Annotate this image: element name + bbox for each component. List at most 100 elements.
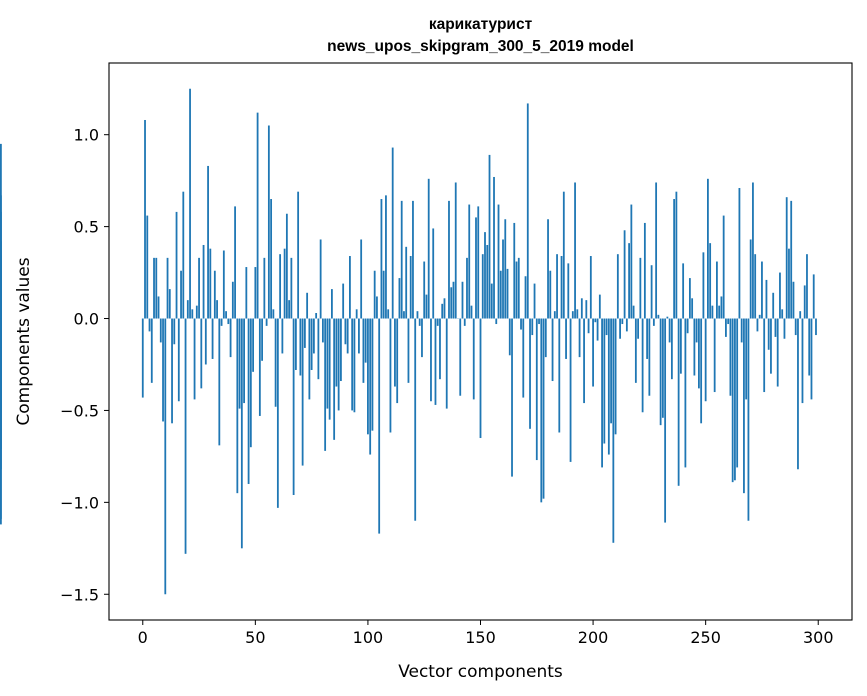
bar	[630, 204, 633, 319]
bar	[779, 272, 781, 319]
bar	[369, 318, 372, 455]
bar	[688, 278, 691, 319]
bar	[164, 318, 167, 595]
bar	[594, 318, 597, 323]
bar	[788, 248, 790, 319]
bar	[254, 267, 257, 319]
bar	[511, 318, 513, 477]
bar	[358, 318, 360, 354]
y-tick-label: −0.5	[60, 401, 99, 420]
bar	[276, 318, 279, 508]
bar	[770, 318, 772, 374]
bar	[772, 292, 775, 319]
bar	[274, 318, 277, 407]
bar	[810, 318, 813, 400]
bar	[344, 318, 347, 345]
bar	[303, 318, 306, 348]
bar	[367, 318, 369, 435]
bar	[675, 191, 678, 319]
x-tick-label: 250	[690, 628, 721, 647]
bar	[450, 287, 453, 319]
bar	[716, 261, 718, 319]
bar	[783, 318, 786, 339]
bar	[229, 318, 232, 358]
bar	[711, 305, 714, 319]
bar	[427, 178, 430, 319]
bar	[806, 254, 808, 319]
bar	[349, 256, 351, 319]
bar	[661, 318, 664, 418]
x-tick-label: 100	[353, 628, 384, 647]
bar	[668, 318, 671, 343]
bar	[396, 318, 399, 404]
bar	[236, 318, 239, 494]
bar	[722, 215, 725, 319]
bar	[443, 298, 446, 319]
bar	[270, 199, 273, 319]
bar	[180, 270, 182, 319]
bar	[720, 296, 723, 319]
bar	[475, 217, 477, 319]
bar	[740, 318, 743, 343]
bar	[648, 318, 651, 396]
bar	[459, 318, 462, 396]
bar	[549, 270, 552, 319]
bar	[502, 239, 504, 319]
bar	[727, 318, 730, 325]
bar	[704, 318, 707, 402]
y-tick-label: −1.0	[60, 493, 99, 512]
bar	[592, 318, 594, 387]
bar	[247, 318, 250, 484]
bar	[371, 318, 374, 431]
bar	[639, 257, 642, 319]
bar	[220, 318, 223, 326]
bar	[718, 305, 721, 319]
bar	[430, 318, 432, 402]
bar	[373, 270, 376, 319]
bar	[364, 318, 367, 363]
bar	[538, 318, 540, 325]
bar	[634, 318, 637, 383]
bar	[614, 318, 617, 435]
bar	[747, 318, 750, 521]
bar	[628, 243, 630, 319]
bar	[567, 263, 570, 319]
bar	[774, 318, 777, 337]
bar	[315, 313, 318, 319]
bar	[299, 318, 302, 376]
bar	[785, 197, 788, 319]
bar	[0, 318, 2, 348]
bar	[781, 309, 784, 319]
bar	[698, 318, 700, 389]
bar	[574, 182, 576, 319]
bar	[326, 318, 329, 409]
bar	[585, 300, 588, 319]
bar	[265, 318, 268, 326]
bar	[227, 318, 230, 325]
bar	[553, 311, 556, 319]
bar	[159, 318, 162, 343]
bar	[448, 200, 450, 319]
x-tick-label: 200	[578, 628, 609, 647]
bar	[695, 318, 698, 343]
bar	[551, 318, 554, 382]
bar	[412, 200, 414, 319]
bar	[335, 318, 338, 387]
bar	[524, 276, 527, 319]
bar	[576, 309, 579, 319]
bar	[423, 261, 426, 319]
bar	[515, 261, 518, 319]
bar	[812, 274, 815, 319]
y-tick-label: 0.0	[74, 310, 99, 329]
bar	[756, 318, 759, 332]
bar	[565, 318, 567, 359]
bar	[686, 318, 689, 334]
bar	[391, 147, 394, 319]
bar	[385, 195, 387, 319]
x-tick-label: 50	[245, 628, 265, 647]
bar	[193, 318, 196, 400]
bar	[578, 318, 581, 358]
bar	[434, 318, 437, 405]
bar	[621, 318, 624, 325]
